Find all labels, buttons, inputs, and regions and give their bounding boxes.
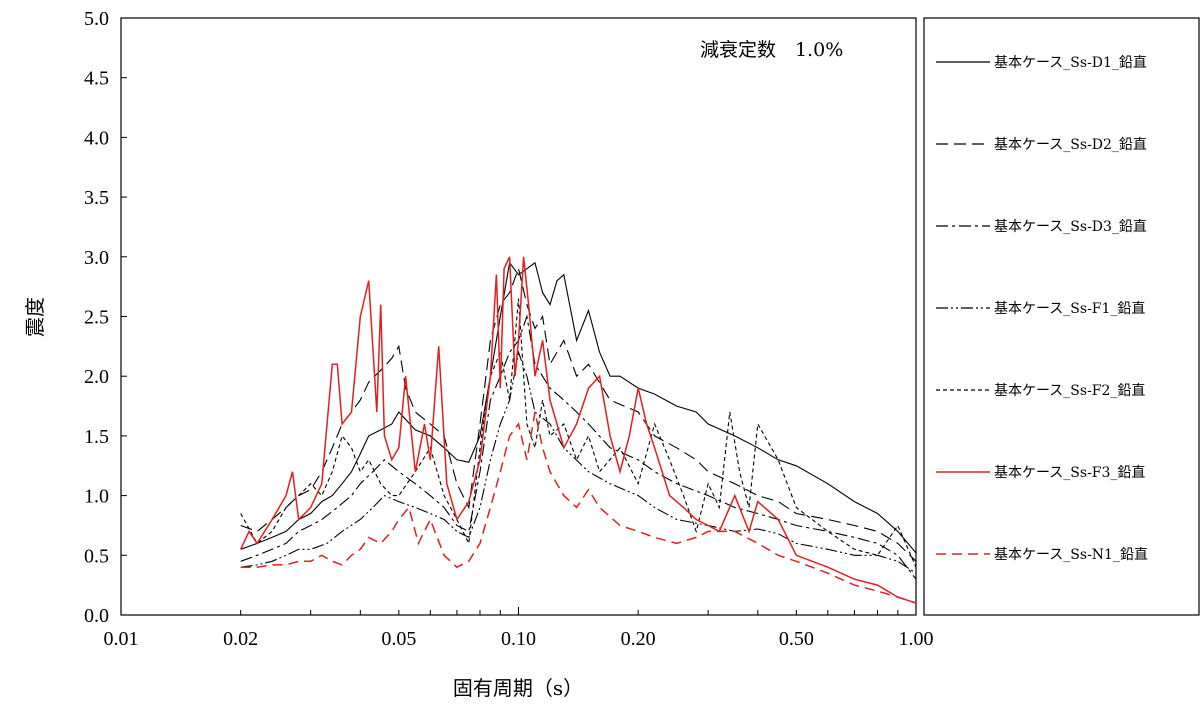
y-tick-label: 3.0	[84, 247, 109, 269]
x-tick-label: 0.10	[501, 628, 536, 650]
y-tick-label: 0.0	[84, 605, 109, 627]
series-line-2	[240, 266, 917, 562]
y-tick-label: 1.5	[84, 426, 109, 448]
x-tick-label: 0.50	[779, 628, 814, 650]
y-tick-labels: 0.0 0.5 1.0 1.5 2.0 2.5 3.0 3.5 4.0 4.5 5.0	[84, 8, 109, 627]
series-line-1	[240, 261, 917, 554]
y-tick-label: 1.0	[84, 486, 109, 508]
series-line-4	[240, 350, 917, 574]
legend-label-6: 基本ケース_Ss-F3_鉛直	[994, 464, 1145, 481]
legend-label-1: 基本ケース_Ss-D1_鉛直	[994, 54, 1147, 71]
y-axis-title: 震度	[23, 297, 47, 337]
legend-label-7: 基本ケース_Ss-N1_鉛直	[994, 546, 1148, 563]
legend-label-5: 基本ケース_Ss-F2_鉛直	[994, 382, 1145, 399]
legend-label-3: 基本ケース_Ss-D3_鉛直	[994, 218, 1147, 235]
series-line-5	[240, 298, 917, 568]
legend-box	[923, 17, 1200, 616]
y-tick-label: 2.5	[84, 307, 109, 329]
series-line-7	[240, 411, 917, 604]
legend-label-4: 基本ケース_Ss-F1_鉛直	[994, 300, 1145, 317]
y-tick-label: 4.0	[84, 127, 109, 149]
series-line-6	[240, 256, 917, 604]
y-tick-label: 4.5	[84, 68, 109, 90]
x-tick-label: 1.00	[899, 628, 934, 650]
series-line-3	[240, 314, 917, 580]
x-axis-title: 固有周期（s）	[453, 676, 583, 700]
legend: 基本ケース_Ss-D1_鉛直基本ケース_Ss-D2_鉛直基本ケース_Ss-D3_…	[936, 54, 1148, 563]
y-tick-label: 5.0	[84, 8, 109, 30]
legend-label-2: 基本ケース_Ss-D2_鉛直	[994, 136, 1147, 153]
x-tick-label: 0.01	[104, 628, 139, 650]
axis-ticks	[120, 17, 899, 616]
annotation-damping: 減衰定数 1.0%	[700, 39, 843, 61]
y-tick-label: 3.5	[84, 187, 109, 209]
x-tick-label: 0.02	[223, 628, 258, 650]
x-tick-labels: 0.01 0.02 0.05 0.10 0.20 0.50 1.00	[104, 628, 934, 650]
series-lines	[240, 256, 917, 604]
x-tick-label: 0.20	[621, 628, 656, 650]
y-tick-label: 2.0	[84, 366, 109, 388]
y-tick-label: 0.5	[84, 545, 109, 567]
x-tick-label: 0.05	[381, 628, 416, 650]
